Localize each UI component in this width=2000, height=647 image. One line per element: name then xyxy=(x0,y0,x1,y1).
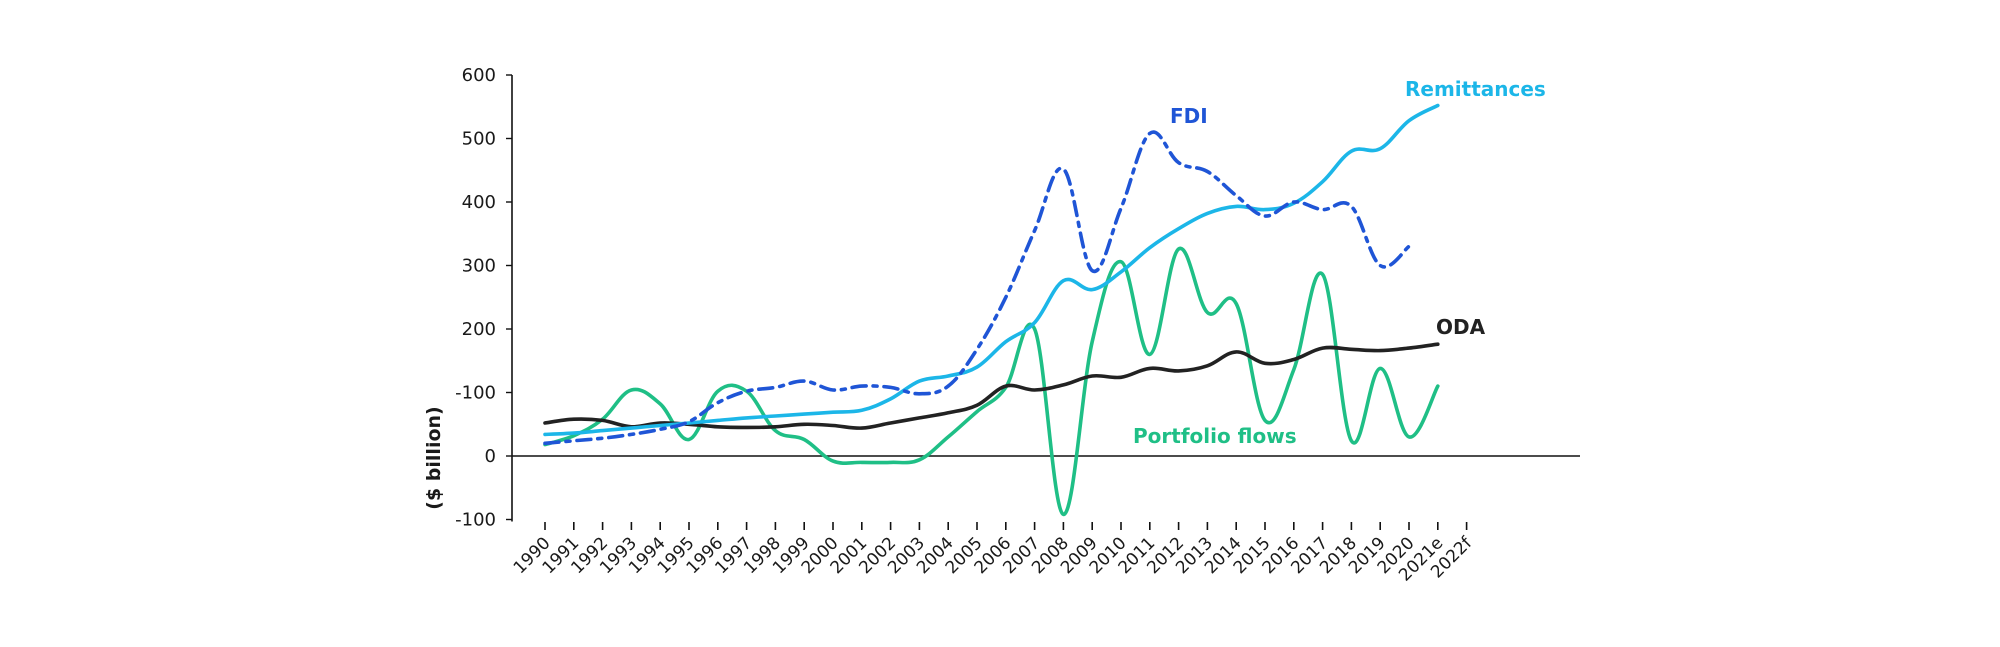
fdi-line xyxy=(543,130,1411,446)
y-tick-label: -100 xyxy=(455,383,496,404)
y-axis-title: ($ billion) xyxy=(423,406,445,509)
oda-label: ODA xyxy=(1436,315,1486,339)
y-tick-label: 300 xyxy=(462,256,496,277)
x-axis: 1990199119921993199419951996199719981999… xyxy=(510,522,1477,586)
y-tick-label: 600 xyxy=(462,65,496,86)
remittances-line xyxy=(543,103,1440,437)
y-tick-label: 400 xyxy=(462,192,496,213)
series-lines xyxy=(543,103,1440,517)
portfolio-flows-label: Portfolio flows xyxy=(1133,424,1297,448)
y-tick-label: 200 xyxy=(462,319,496,340)
fdi-label: FDI xyxy=(1170,104,1208,128)
portfolio-flows-line xyxy=(543,246,1440,517)
series-labels: Remittances FDI ODA Portfolio flows xyxy=(1133,77,1546,448)
y-tick-label: 0 xyxy=(485,446,496,467)
y-tick-label: -100 xyxy=(455,510,496,531)
remittances-label: Remittances xyxy=(1405,77,1546,101)
y-axis: 600 500 400 300 200 -100 0 -100 xyxy=(455,65,1580,531)
y-tick-label: 500 xyxy=(462,129,496,150)
